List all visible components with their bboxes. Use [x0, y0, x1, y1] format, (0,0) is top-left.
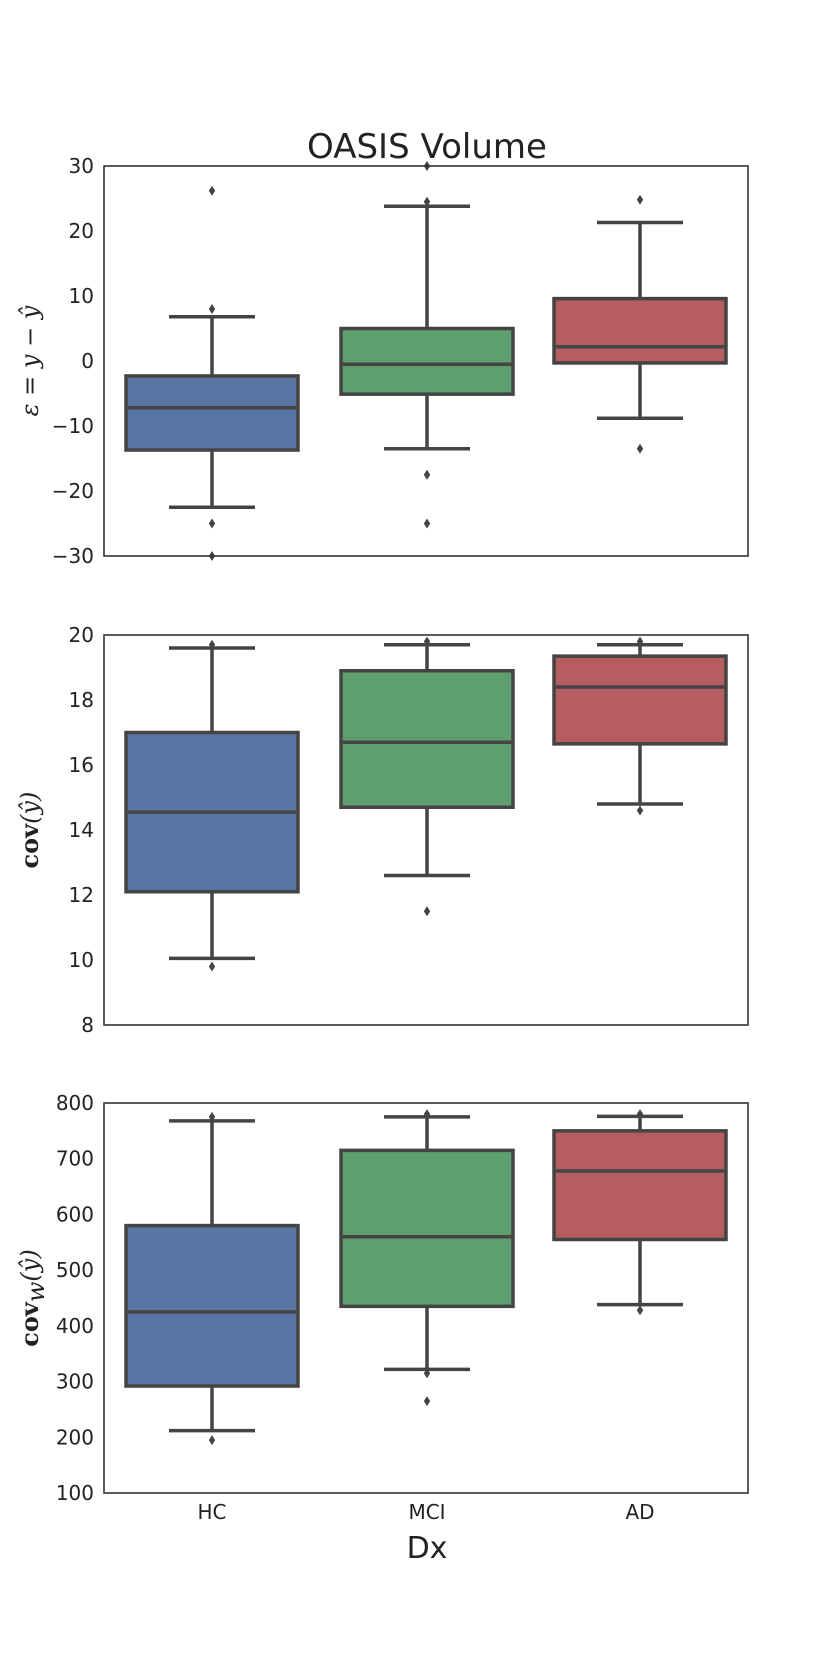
- iqr-box: [552, 654, 728, 746]
- y-tick-label: 800: [56, 1091, 94, 1115]
- box-hc: [124, 1111, 300, 1446]
- box-ad: [552, 194, 728, 454]
- y-tick-label: 100: [56, 1481, 94, 1505]
- y-axis-label: cov(ŷ): [15, 792, 44, 869]
- outlier-point: [423, 906, 431, 917]
- y-tick-label: −20: [52, 479, 94, 503]
- x-tick-label: MCI: [408, 1500, 445, 1524]
- iqr-box: [339, 669, 515, 809]
- box-ad: [552, 636, 728, 816]
- outlier-point: [636, 1109, 644, 1120]
- y-tick-label: 300: [56, 1370, 94, 1394]
- y-axis-label-part: ε = y − ŷ: [16, 305, 44, 416]
- outlier-point: [208, 639, 216, 650]
- outlier-point: [636, 805, 644, 816]
- iqr-box: [552, 1129, 728, 1242]
- plot-frame: [103, 1102, 749, 1494]
- outlier-point: [636, 194, 644, 205]
- outlier-point: [423, 1368, 431, 1379]
- x-tick-label: AD: [625, 1500, 654, 1524]
- y-axis-label-part: (ŷ): [16, 792, 44, 824]
- y-tick-label: 18: [69, 688, 94, 712]
- y-axis-label-part: cov: [15, 823, 44, 869]
- plot-frame: [103, 165, 749, 557]
- y-tick-label: 14: [69, 818, 94, 842]
- x-tick-label: HC: [197, 1500, 226, 1524]
- y-axis-label: ε = y − ŷ: [16, 305, 44, 416]
- outlier-point: [208, 518, 216, 529]
- y-tick-label: 30: [69, 154, 94, 178]
- y-tick-label: 400: [56, 1314, 94, 1338]
- outlier-point: [423, 469, 431, 480]
- box-mci: [339, 636, 515, 917]
- iqr-box: [339, 1148, 515, 1309]
- iqr-box: [124, 374, 300, 452]
- y-tick-label: 600: [56, 1202, 94, 1226]
- box-mci: [339, 161, 515, 529]
- y-tick-label: 500: [56, 1258, 94, 1282]
- y-tick-label: 0: [81, 349, 94, 373]
- y-tick-label: 200: [56, 1425, 94, 1449]
- y-tick-label: 700: [56, 1147, 94, 1171]
- iqr-box: [552, 296, 728, 365]
- y-tick-label: 8: [81, 1013, 94, 1037]
- outlier-point: [208, 1435, 216, 1446]
- iqr-box: [124, 1223, 300, 1388]
- iqr-box: [339, 326, 515, 396]
- y-tick-label: 20: [69, 219, 94, 243]
- outlier-point: [636, 1305, 644, 1316]
- outlier-point: [208, 304, 216, 314]
- outlier-point: [423, 636, 431, 647]
- chart-panels: −30 −20 −10 0 10 20 30 ε = y − ŷ 8 10 12 14 16 18 20 co…: [15, 154, 749, 1505]
- outlier-point: [423, 1396, 431, 1407]
- box-hc: [124, 185, 300, 561]
- y-tick-label: 12: [69, 883, 94, 907]
- plot-frame: [103, 634, 749, 1026]
- y-tick-label: −30: [52, 544, 94, 568]
- box-mci: [339, 1109, 515, 1407]
- outlier-point: [208, 961, 216, 972]
- x-category-labels: HC MCI AD: [197, 1500, 654, 1524]
- box-ad: [552, 1109, 728, 1316]
- y-tick-label: 10: [69, 284, 94, 308]
- panel-1: −30 −20 −10 0 10 20 30 ε = y − ŷ: [16, 154, 749, 568]
- y-axis-label-part: w: [22, 1281, 50, 1302]
- y-axis-label-part: cov: [15, 1301, 44, 1347]
- y-axis-label-part: (ŷ): [16, 1249, 44, 1281]
- outlier-point: [208, 185, 216, 196]
- x-axis-label: Dx: [407, 1531, 448, 1566]
- outlier-point: [423, 196, 431, 207]
- panel-2: 8 10 12 14 16 18 20 cov(ŷ): [15, 623, 749, 1037]
- outlier-point: [208, 1111, 216, 1122]
- y-tick-label: 20: [69, 623, 94, 647]
- outlier-point: [423, 518, 431, 529]
- y-tick-label: 10: [69, 948, 94, 972]
- y-axis-label: covw(ŷ): [15, 1249, 50, 1346]
- y-tick-label: −10: [52, 414, 94, 438]
- outlier-point: [636, 443, 644, 454]
- chart-title: OASIS Volume: [307, 127, 547, 167]
- box-hc: [124, 639, 300, 972]
- outlier-point: [423, 1109, 431, 1120]
- outlier-point: [636, 636, 644, 647]
- panel-3: 100 200 300 400 500 600 700 800 covw(ŷ): [15, 1091, 749, 1505]
- y-tick-label: 16: [69, 753, 94, 777]
